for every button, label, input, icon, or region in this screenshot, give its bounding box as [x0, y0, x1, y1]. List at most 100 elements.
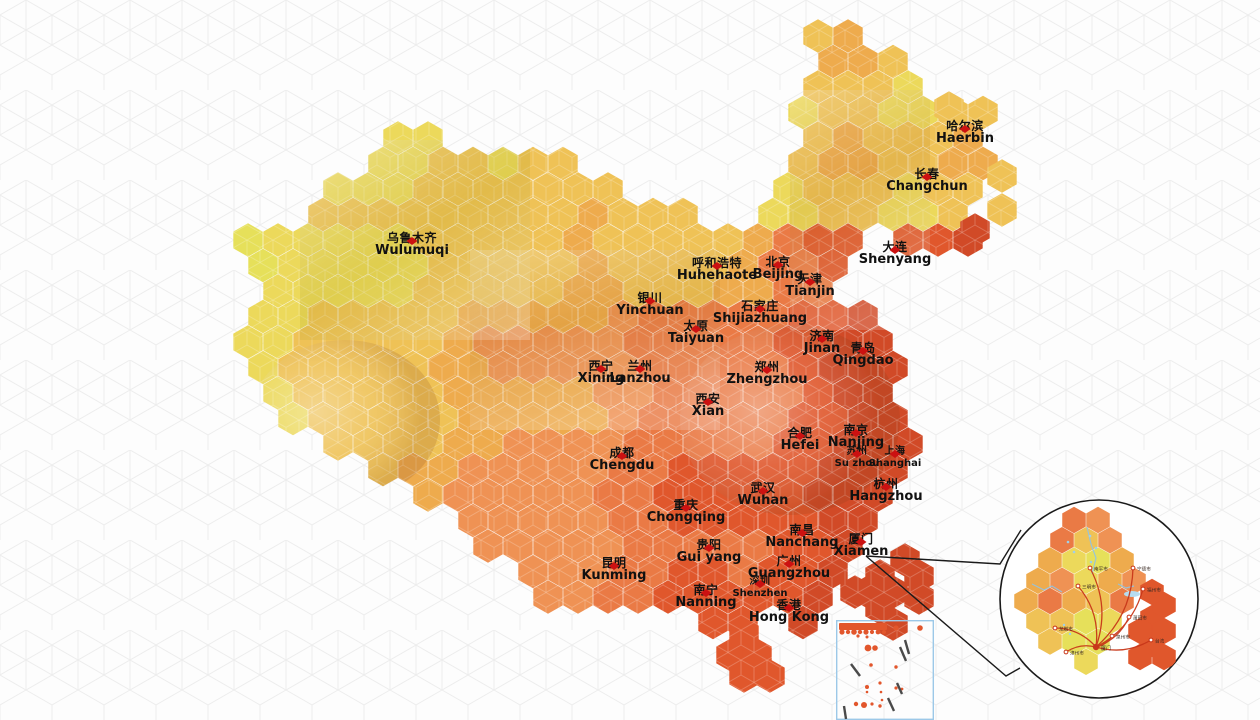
map-pin-icon: [772, 261, 784, 269]
map-pin-icon: [794, 432, 806, 440]
city-label-pinyin: Shijiazhuang: [712, 311, 808, 326]
city-marker-beijing[interactable]: 北京 Beijing: [752, 256, 804, 282]
map-pin-icon: [850, 429, 862, 437]
city-marker-xian[interactable]: 西安 Xian: [691, 393, 725, 419]
city-marker-shijiazhuang[interactable]: 石家庄 Shijiazhuang: [712, 300, 808, 326]
city-label-pinyin: Zhengzhou: [726, 372, 808, 387]
city-label-pinyin: Beijing: [752, 267, 804, 282]
city-marker-gui yang[interactable]: 贵阳 Gui yang: [676, 539, 742, 565]
map-pin-icon: [690, 325, 702, 333]
city-marker-tianjin[interactable]: 天津 Tianjin: [785, 273, 835, 299]
map-pin-icon: [857, 347, 869, 355]
svg-text:台湾: 台湾: [1155, 638, 1165, 645]
city-marker-shenzhen[interactable]: 深圳 Shenzhen: [732, 576, 787, 600]
city-label-pinyin: Taiyuan: [667, 331, 725, 346]
city-marker-wulumuqi[interactable]: 乌鲁木齐 Wulumuqi: [375, 232, 449, 257]
city-label-pinyin: Shenyang: [858, 252, 932, 267]
city-label-pinyin: Wuhan: [737, 493, 789, 508]
city-marker-zhengzhou[interactable]: 郑州 Zhengzhou: [726, 361, 808, 387]
map-pin-icon: [851, 450, 863, 458]
city-label-pinyin: Tianjin: [785, 284, 835, 299]
map-pin-icon: [889, 450, 901, 458]
svg-text:龙岩市: 龙岩市: [1059, 626, 1073, 633]
city-marker-yinchuan[interactable]: 银川 Yinchuan: [616, 292, 683, 317]
map-pin-icon: [754, 305, 766, 313]
map-pin-icon: [855, 538, 867, 546]
city-marker-hong kong[interactable]: 香港 Hong Kong: [749, 599, 829, 624]
city-marker-xining[interactable]: 西宁 Xining: [577, 360, 625, 386]
city-label-pinyin: Hefei: [780, 438, 820, 453]
map-pin-icon: [608, 562, 620, 570]
city-label-pinyin: Gui yang: [676, 550, 742, 565]
map-pin-icon: [702, 398, 714, 406]
city-marker-jinan[interactable]: 济南 Jinan: [803, 330, 841, 356]
city-label-pinyin: Qingdao: [832, 353, 894, 368]
city-label-pinyin: Chongqing: [646, 510, 726, 525]
city-label-pinyin: Xiamen: [833, 544, 889, 559]
city-marker-haerbin[interactable]: 哈尔滨 Haerbin: [936, 120, 994, 146]
city-marker-guangzhou[interactable]: 广州 Guangzhou: [747, 555, 831, 581]
city-marker-chengdu[interactable]: 成都 Chengdu: [589, 447, 655, 473]
map-pin-icon: [761, 366, 773, 374]
svg-text:宁德市: 宁德市: [1137, 566, 1151, 573]
city-label-pinyin: Kunming: [581, 568, 647, 583]
svg-text:南平市: 南平市: [1094, 566, 1108, 573]
city-label-pinyin: Xian: [691, 404, 725, 419]
map-pin-icon: [711, 262, 723, 270]
city-label-pinyin: Chengdu: [589, 458, 655, 473]
map-pin-icon: [796, 529, 808, 537]
map-pin-icon: [595, 365, 607, 373]
svg-text:莆田市: 莆田市: [1133, 615, 1147, 622]
city-marker-su zhou[interactable]: 苏州 Su zhou: [835, 446, 880, 470]
city-label-pinyin: Shenzhen: [732, 588, 788, 599]
map-pin-icon: [634, 365, 646, 373]
city-label-pinyin: Jinan: [803, 341, 841, 356]
city-label-pinyin: Guangzhou: [747, 566, 831, 581]
map-pin-icon: [804, 278, 816, 286]
city-marker-kunming[interactable]: 昆明 Kunming: [581, 557, 647, 583]
city-marker-chongqing[interactable]: 重庆 Chongqing: [646, 499, 726, 525]
city-label-pinyin: Changchun: [886, 179, 968, 194]
map-pin-icon: [889, 246, 901, 254]
city-marker-qingdao[interactable]: 青岛 Qingdao: [832, 342, 894, 368]
city-marker-hefei[interactable]: 合肥 Hefei: [780, 427, 820, 453]
city-label-pinyin: Su zhou: [834, 458, 880, 469]
city-marker-nanning[interactable]: 南宁 Nanning: [675, 584, 736, 609]
map-pin-icon: [757, 487, 769, 495]
city-marker-xiamen[interactable]: 厦门 Xiamen: [833, 533, 889, 559]
map-pin-icon: [783, 560, 795, 568]
map-pin-icon: [406, 237, 418, 245]
svg-text:福州市: 福州市: [1147, 587, 1161, 594]
map-pin-icon: [703, 544, 715, 552]
city-label-pinyin: Hangzhou: [849, 489, 923, 504]
city-label-pinyin: Nanjing: [827, 435, 885, 450]
svg-text:漳州市: 漳州市: [1070, 650, 1084, 657]
city-marker-hangzhou[interactable]: 杭州 Hangzhou: [849, 478, 923, 504]
city-marker-shanghai[interactable]: 上海 Shanghai: [869, 446, 922, 470]
city-marker-huhehaote[interactable]: 呼和浩特 Huhehaote: [677, 257, 757, 282]
city-marker-lanzhou[interactable]: 兰州 Lanzhou: [609, 360, 671, 386]
city-marker-nanchang[interactable]: 南昌 Nanchang: [765, 524, 838, 549]
map-pin-icon: [959, 125, 971, 133]
city-marker-wuhan[interactable]: 武汉 Wuhan: [737, 482, 789, 508]
city-label-pinyin: Haerbin: [936, 131, 994, 146]
map-pin-icon: [816, 335, 828, 343]
svg-text:三明市: 三明市: [1082, 584, 1096, 591]
detail-callout-box[interactable]: [836, 620, 934, 720]
city-label-pinyin: Shanghai: [868, 458, 922, 469]
map-pin-icon: [880, 483, 892, 491]
city-marker-shenyang[interactable]: 大连 Shenyang: [858, 241, 932, 267]
svg-text:厦门: 厦门: [1101, 645, 1111, 652]
city-marker-changchun[interactable]: 长春 Changchun: [886, 168, 968, 194]
city-label-pinyin: Xining: [577, 371, 625, 386]
map-pin-icon: [754, 580, 766, 588]
city-marker-nanjing[interactable]: 南京 Nanjing: [827, 424, 885, 450]
map-pin-icon: [644, 297, 656, 305]
map-pin-icon: [921, 173, 933, 181]
map-pin-icon: [680, 504, 692, 512]
city-label-pinyin: Lanzhou: [609, 371, 671, 386]
map-pin-icon: [616, 452, 628, 460]
city-marker-taiyuan[interactable]: 太原 Taiyuan: [667, 320, 725, 346]
